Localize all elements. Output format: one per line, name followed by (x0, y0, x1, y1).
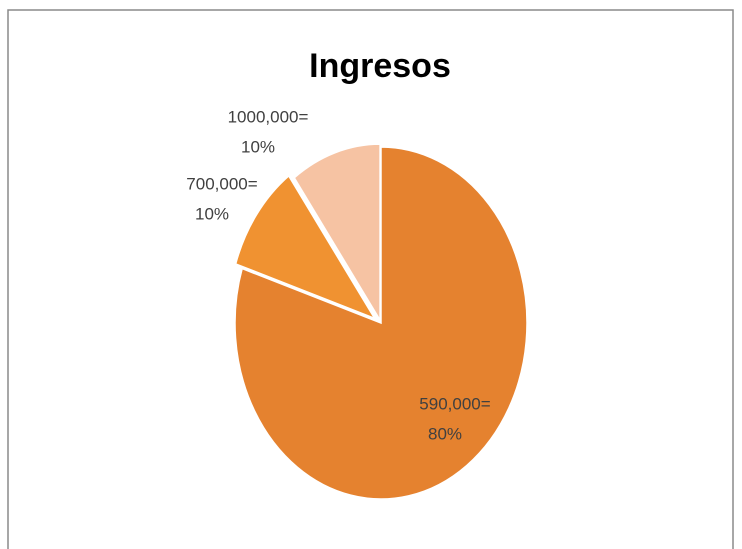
pie-slice (234, 146, 528, 500)
chart-title: Ingresos (309, 47, 451, 85)
slice-category-label: 590,000= (419, 394, 490, 413)
slice-value-label: 10% (241, 137, 275, 156)
slice-category-label: 700,000= (186, 174, 257, 193)
slice-category-label: 1000,000= (228, 107, 309, 126)
slice-value-label: 10% (195, 204, 229, 223)
slice-value-label: 80% (428, 424, 462, 443)
pie-slice (293, 143, 381, 323)
pie-slice (234, 174, 377, 320)
